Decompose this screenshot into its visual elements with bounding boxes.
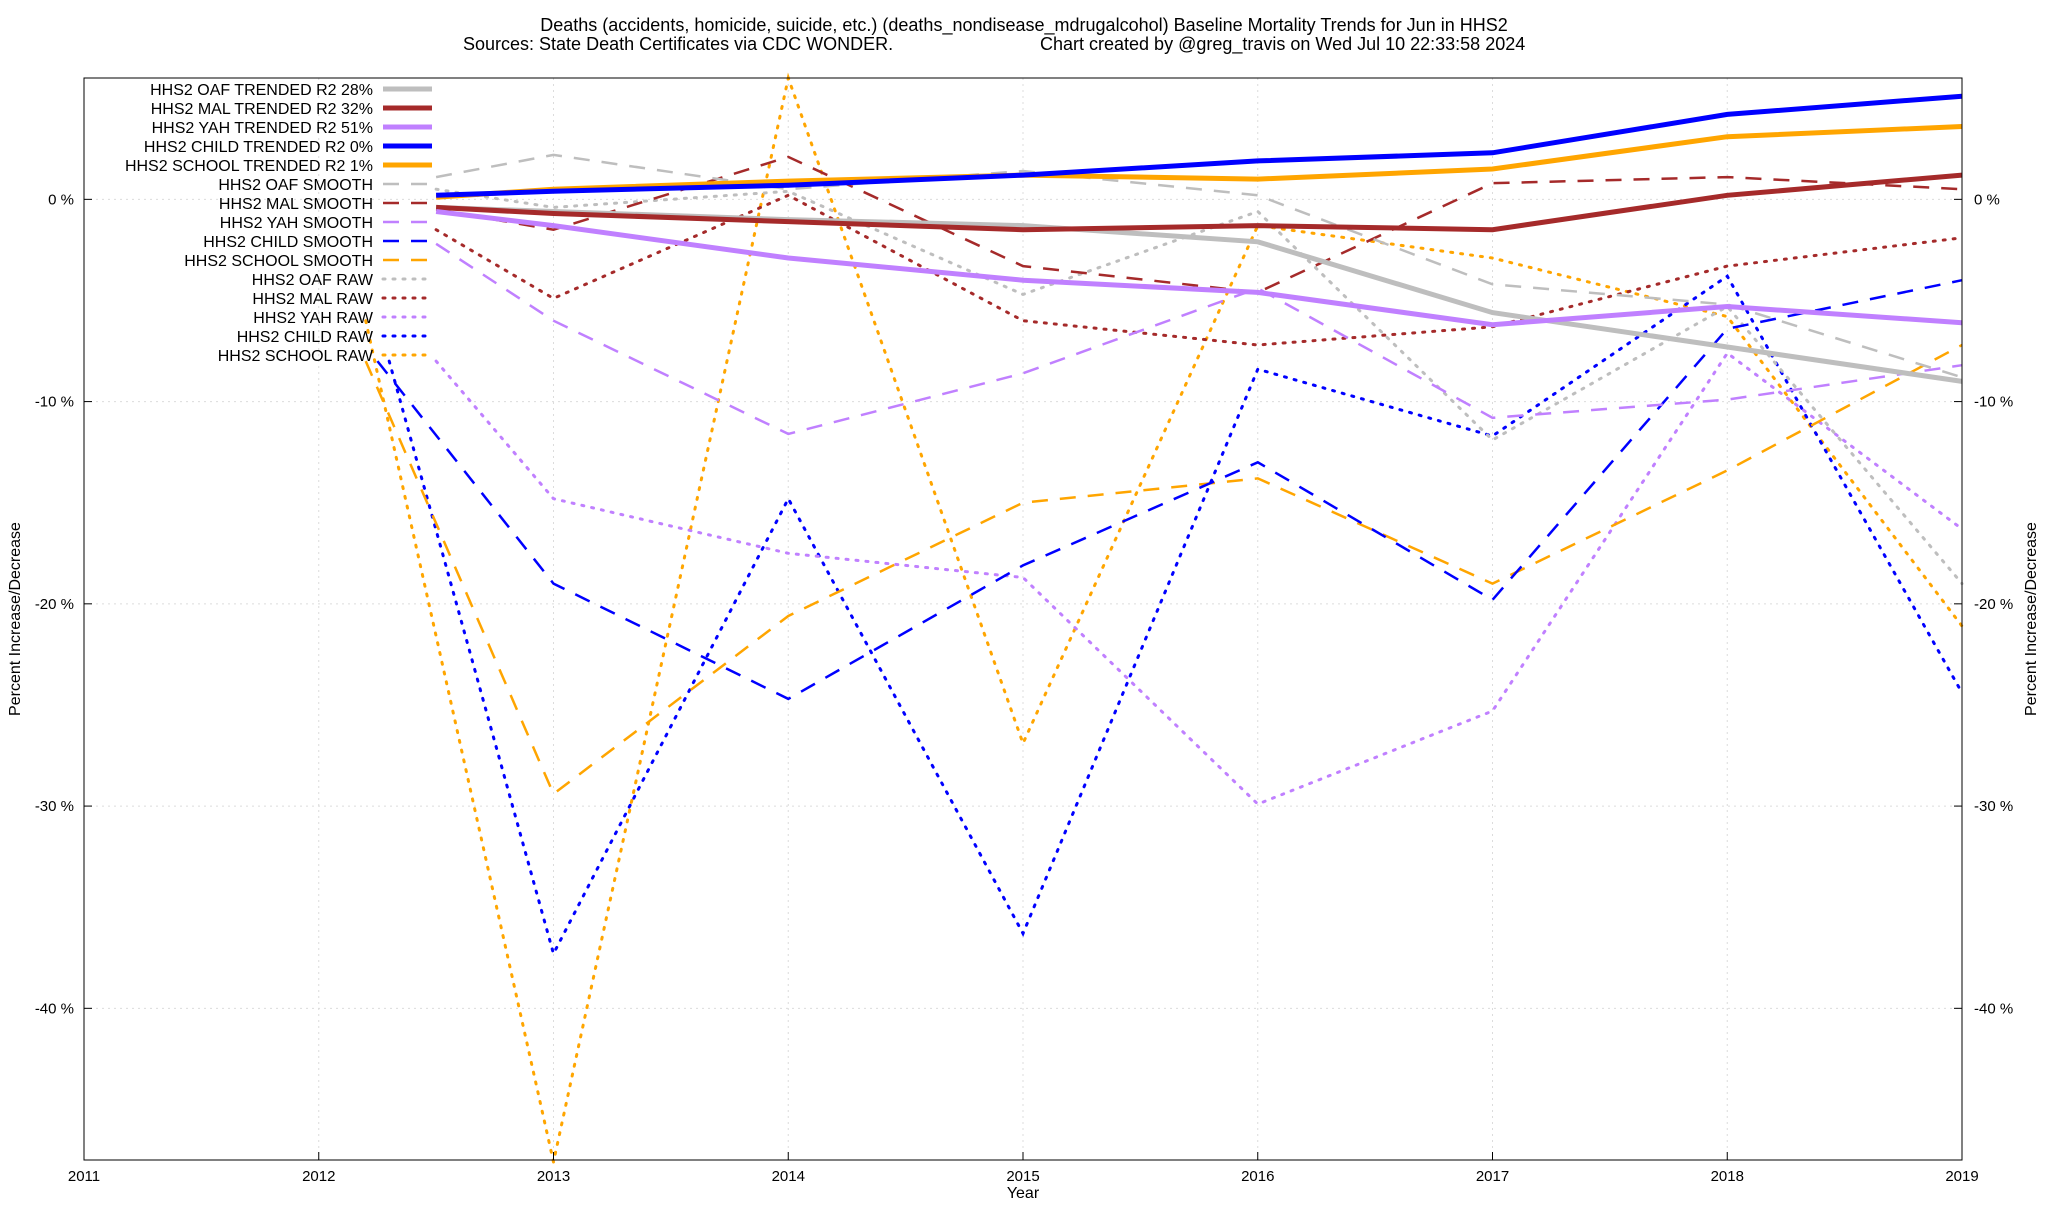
legend-label: HHS2 OAF SMOOTH [218,177,373,194]
x-axis-label: Year [1007,1185,1040,1200]
y2-tick-label: -30 % [1974,798,2013,815]
x-tick-label: 2011 [68,1168,100,1185]
y-tick-label: -30 % [35,798,74,815]
chart-subtitle-credit: Chart created by @greg_travis on Wed Jul… [1040,34,1525,55]
y2-axis-label: Percent Increase/Decrease [2023,522,2040,716]
series-line-hhs2-mal-raw [434,193,1964,347]
legend-label: HHS2 MAL RAW [252,291,374,308]
legend-label: HHS2 YAH RAW [253,310,374,327]
series-line-hhs2-oaf-smooth [435,153,1963,379]
legend-label: HHS2 YAH TRENDED R2 51% [152,120,373,137]
series-line-hhs2-yah-smooth [435,242,1963,436]
plot-series [364,72,1964,1163]
y-tick-label: -40 % [35,1000,74,1017]
y-tick-label: -20 % [35,596,74,613]
chart-subtitle-source: Sources: State Death Certificates via CD… [463,34,893,54]
legend-label: HHS2 CHILD RAW [237,329,374,346]
series-line-hhs2-child-raw [387,274,1964,958]
series-line-hhs2-mal-smooth [435,155,1963,294]
series-line-hhs2-yah-trended-r2-51 [435,209,1963,328]
series-line-hhs2-school-smooth [364,343,1963,796]
x-tick-label: 2012 [302,1168,335,1185]
y-axis-label: Percent Increase/Decrease [7,522,24,716]
y-tick-label: 0 % [48,191,74,208]
x-axis: 2011 2012 2013 2014 2015 2016 2017 2018 2019 [68,1152,1979,1185]
x-tick-label: 2015 [1006,1168,1039,1185]
x-tick-label: 2014 [772,1168,805,1185]
series-line-hhs2-oaf-raw [434,187,1964,586]
legend-label: HHS2 OAF RAW [252,272,374,289]
legend-label: HHS2 SCHOOL SMOOTH [184,253,373,270]
y2-axis: 0 % -10 % -20 % -30 % -40 % [1954,191,2013,1017]
legend-label: HHS2 MAL TRENDED R2 32% [151,101,373,118]
series-line-hhs2-school-raw [364,72,1964,1163]
legend-label: HHS2 OAF TRENDED R2 28% [150,82,373,99]
x-tick-label: 2018 [1711,1168,1744,1185]
legend-label: HHS2 SCHOOL RAW [218,348,374,365]
x-tick-label: 2019 [1945,1168,1978,1185]
series-line-hhs2-mal-trended-r2-32 [435,172,1963,233]
series-line-hhs2-yah-raw [434,350,1964,806]
y2-tick-label: -10 % [1974,394,2013,411]
legend-label: HHS2 SCHOOL TRENDED R2 1% [125,158,373,175]
legend-label: HHS2 MAL SMOOTH [219,196,373,213]
x-tick-label: 2016 [1241,1168,1274,1185]
x-tick-label: 2017 [1476,1168,1509,1185]
y-tick-label: -10 % [35,394,74,411]
legend-label: HHS2 YAH SMOOTH [220,215,373,232]
chart-title: Deaths (accidents, homicide, suicide, et… [540,15,1507,36]
legend: HHS2 OAF TRENDED R2 28% HHS2 MAL TRENDED … [125,82,434,365]
legend-label: HHS2 CHILD TRENDED R2 0% [144,139,373,156]
y2-tick-label: -20 % [1974,596,2013,613]
x-tick-label: 2013 [537,1168,570,1185]
series-line-hhs2-child-trended-r2-0 [436,93,1963,198]
y2-tick-label: -40 % [1974,1000,2013,1017]
y2-tick-label: 0 % [1974,191,2000,208]
legend-label: HHS2 CHILD SMOOTH [203,234,373,251]
y-axis: 0 % -10 % -20 % -30 % -40 % [35,191,92,1017]
